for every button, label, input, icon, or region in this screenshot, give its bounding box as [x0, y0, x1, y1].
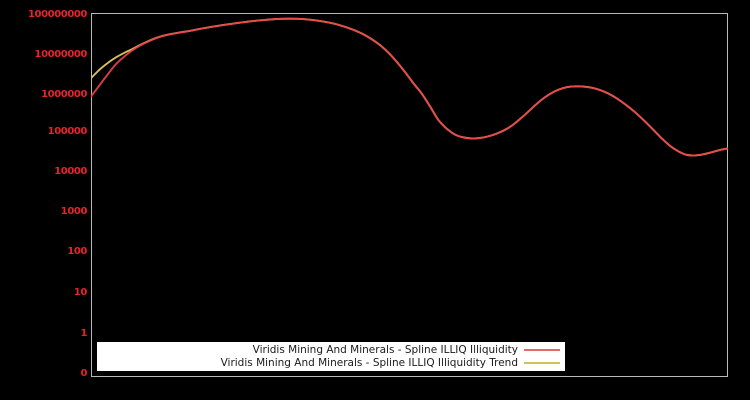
y-tick-label: 10000000 — [34, 49, 88, 60]
y-tick-label: 100000 — [47, 126, 88, 137]
y-tick-label: 1000 — [60, 206, 88, 217]
y-tick-label: 10000 — [54, 166, 87, 177]
series-illiquidity-line — [91, 17, 728, 157]
plot-area-frame — [91, 13, 728, 377]
legend-entry-illiquidity-trend[interactable]: Viridis Mining And Minerals - Spline ILL… — [98, 357, 560, 370]
chart-legend[interactable]: Viridis Mining And Minerals - Spline ILL… — [97, 342, 565, 371]
y-tick-label: 1 — [80, 328, 87, 339]
y-tick-label: 100 — [67, 246, 87, 257]
legend-entry-illiquidity[interactable]: Viridis Mining And Minerals - Spline ILL… — [98, 344, 560, 357]
legend-swatch-illiquidity-trend — [524, 362, 560, 364]
y-axis-tick-labels: 100000000 10000000 1000000 100000 10000 1000 1… — [0, 0, 87, 400]
y-tick-label: 0 — [80, 368, 87, 379]
y-tick-label: 100000000 — [27, 9, 87, 20]
legend-label-illiquidity: Viridis Mining And Minerals - Spline ILL… — [252, 344, 518, 356]
legend-label-illiquidity-trend: Viridis Mining And Minerals - Spline ILL… — [220, 357, 518, 369]
series-trend-line — [91, 17, 728, 157]
legend-swatch-illiquidity — [524, 349, 560, 351]
y-tick-label: 1000000 — [41, 89, 87, 100]
chart-curves — [91, 17, 728, 157]
y-tick-label: 10 — [73, 287, 88, 298]
